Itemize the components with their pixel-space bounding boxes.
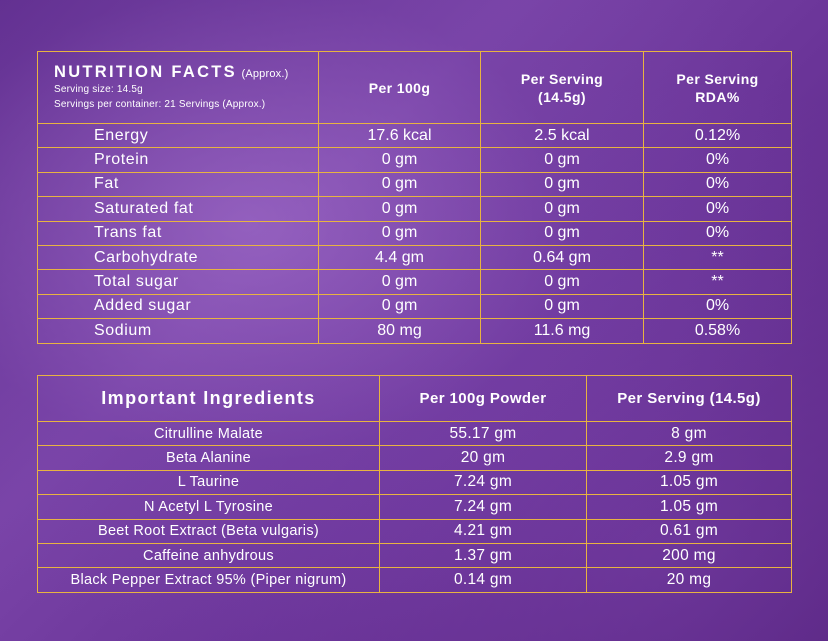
ingredient-per-100g: 1.37 gm xyxy=(379,542,587,569)
rda-value: ** xyxy=(643,244,792,271)
nutrient-name: Trans fat xyxy=(37,220,319,246)
rda-value: 0% xyxy=(643,171,792,198)
ingredient-per-serving: 1.05 gm xyxy=(586,469,792,496)
nutrition-row: Carbohydrate 4.4 gm 0.64 gm ** xyxy=(37,244,792,271)
ingredients-title: Important Ingredients xyxy=(37,375,380,422)
nutrient-name: Fat xyxy=(37,171,319,198)
ingredient-per-100g: 7.24 gm xyxy=(379,494,587,520)
col-rda-label: Per Serving xyxy=(676,70,759,87)
nutrient-name: Protein xyxy=(37,147,319,173)
rda-value: 0% xyxy=(643,220,792,246)
per-100g-value: 0 gm xyxy=(318,220,481,246)
nutrient-name: Added sugar xyxy=(37,293,319,320)
ingredient-per-100g: 20 gm xyxy=(379,445,587,471)
ingredient-per-100g: 0.14 gm xyxy=(379,567,587,593)
per-100g-value: 17.6 kcal xyxy=(318,122,481,149)
ingredient-per-serving: 20 mg xyxy=(586,567,792,593)
ingredient-row: Black Pepper Extract 95% (Piper nigrum) 0… xyxy=(37,567,792,593)
per-serving-value: 0 gm xyxy=(480,220,644,246)
per-serving-value: 0 gm xyxy=(480,171,644,198)
nutrition-row: Trans fat 0 gm 0 gm 0% xyxy=(37,220,792,246)
per-serving-value: 0 gm xyxy=(480,269,644,295)
rda-value: 0% xyxy=(643,147,792,173)
per-serving-value: 11.6 mg xyxy=(480,318,644,344)
per-100g-value: 80 mg xyxy=(318,318,481,344)
ingredient-row: Beet Root Extract (Beta vulgaris) 4.21 gm… xyxy=(37,518,792,544)
ingredient-name: Citrulline Malate xyxy=(37,420,380,447)
serving-size: Serving size: 14.5g xyxy=(54,84,143,95)
ingredient-per-serving: 8 gm xyxy=(586,420,792,447)
col-per-serving-label: Per Serving xyxy=(520,70,604,87)
nutrition-header-row: NUTRITION FACTS (Approx.) Serving size: … xyxy=(37,51,792,124)
col-rda: Per Serving RDA% xyxy=(643,51,792,124)
nutrition-row: Added sugar 0 gm 0 gm 0% xyxy=(37,293,792,320)
per-serving-value: 0 gm xyxy=(480,196,644,222)
nutrition-title: NUTRITION FACTS xyxy=(54,63,237,81)
per-serving-value: 0 gm xyxy=(480,293,644,320)
nutrient-name: Total sugar xyxy=(37,269,319,295)
col-per-100g-label: Per 100g xyxy=(368,79,431,96)
nutrition-row: Energy 17.6 kcal 2.5 kcal 0.12% xyxy=(37,122,792,149)
per-serving-value: 0.64 gm xyxy=(480,244,644,271)
ingredient-name: N Acetyl L Tyrosine xyxy=(37,494,380,520)
nutrient-name: Saturated fat xyxy=(37,196,319,222)
per-serving-value: 0 gm xyxy=(480,147,644,173)
ingredient-name: Caffeine anhydrous xyxy=(37,542,380,569)
col-rda-percent: RDA% xyxy=(695,88,740,105)
nutrient-name: Carbohydrate xyxy=(37,244,319,271)
rda-value: 0% xyxy=(643,196,792,222)
ingredient-per-serving: 2.9 gm xyxy=(586,445,792,471)
col-per-serving-14-5g: Per Serving (14.5g) xyxy=(586,375,792,422)
per-100g-value: 0 gm xyxy=(318,196,481,222)
ingredients-header-row: Important Ingredients Per 100g Powder Pe… xyxy=(37,375,792,422)
nutrition-row: Protein 0 gm 0 gm 0% xyxy=(37,147,792,173)
ingredient-row: N Acetyl L Tyrosine 7.24 gm 1.05 gm xyxy=(37,494,792,520)
ingredient-per-serving: 200 mg xyxy=(586,542,792,569)
rda-value: ** xyxy=(643,269,792,295)
rda-value: 0% xyxy=(643,293,792,320)
ingredient-name: Beet Root Extract (Beta vulgaris) xyxy=(37,518,380,544)
ingredient-per-100g: 7.24 gm xyxy=(379,469,587,496)
rda-value: 0.12% xyxy=(643,122,792,149)
per-100g-value: 4.4 gm xyxy=(318,244,481,271)
ingredient-row: Citrulline Malate 55.17 gm 8 gm xyxy=(37,420,792,447)
nutrient-name: Sodium xyxy=(37,318,319,344)
col-per-serving-size: (14.5g) xyxy=(538,88,586,105)
ingredient-per-serving: 0.61 gm xyxy=(586,518,792,544)
ingredient-name: Black Pepper Extract 95% (Piper nigrum) xyxy=(37,567,380,593)
per-100g-value: 0 gm xyxy=(318,147,481,173)
ingredients-table: Important Ingredients Per 100g Powder Pe… xyxy=(37,375,792,593)
servings-per-container: Servings per container: 21 Servings (App… xyxy=(54,99,266,110)
rda-value: 0.58% xyxy=(643,318,792,344)
nutrition-row: Fat 0 gm 0 gm 0% xyxy=(37,171,792,198)
per-serving-value: 2.5 kcal xyxy=(480,122,644,149)
nutrient-name: Energy xyxy=(37,122,319,149)
ingredient-row: Beta Alanine 20 gm 2.9 gm xyxy=(37,445,792,471)
ingredient-name: L Taurine xyxy=(37,469,380,496)
ingredient-per-100g: 4.21 gm xyxy=(379,518,587,544)
nutrition-row: Saturated fat 0 gm 0 gm 0% xyxy=(37,196,792,222)
ingredient-name: Beta Alanine xyxy=(37,445,380,471)
ingredient-per-100g: 55.17 gm xyxy=(379,420,587,447)
col-per-100g-powder: Per 100g Powder xyxy=(379,375,587,422)
nutrition-title-cell: NUTRITION FACTS (Approx.) Serving size: … xyxy=(37,51,319,124)
nutrition-row: Total sugar 0 gm 0 gm ** xyxy=(37,269,792,295)
per-100g-value: 0 gm xyxy=(318,171,481,198)
ingredient-row: L Taurine 7.24 gm 1.05 gm xyxy=(37,469,792,496)
per-100g-value: 0 gm xyxy=(318,293,481,320)
nutrition-approx: (Approx.) xyxy=(241,68,289,80)
ingredient-row: Caffeine anhydrous 1.37 gm 200 mg xyxy=(37,542,792,569)
col-per-serving: Per Serving (14.5g) xyxy=(480,51,644,124)
nutrition-facts-table: NUTRITION FACTS (Approx.) Serving size: … xyxy=(37,51,792,344)
per-100g-value: 0 gm xyxy=(318,269,481,295)
col-per-100g: Per 100g xyxy=(318,51,481,124)
ingredient-per-serving: 1.05 gm xyxy=(586,494,792,520)
nutrition-row: Sodium 80 mg 11.6 mg 0.58% xyxy=(37,318,792,344)
